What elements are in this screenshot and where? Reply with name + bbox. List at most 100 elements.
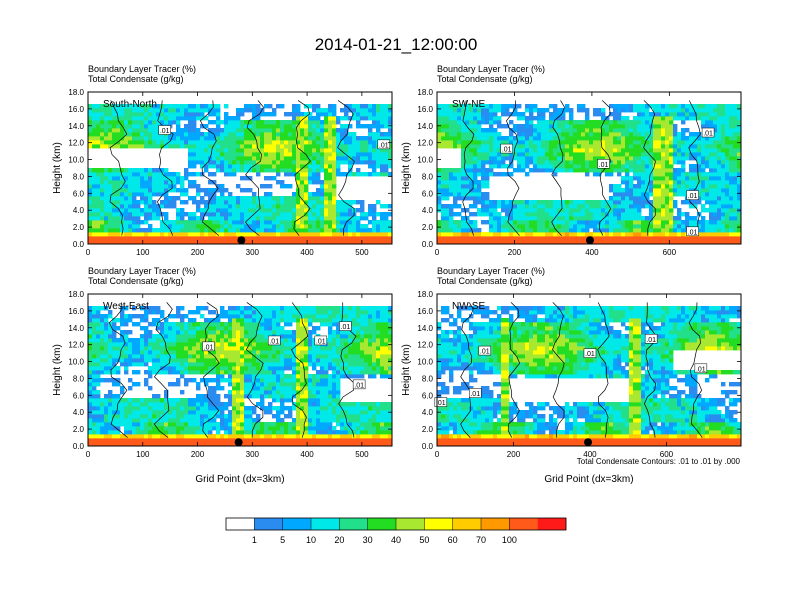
y-tick-label: 8.0 [73, 172, 85, 181]
field-cell [557, 144, 562, 149]
field-cell [280, 128, 285, 133]
field-cell [709, 240, 714, 245]
field-cell [220, 212, 225, 217]
field-cell [505, 200, 510, 205]
field-cell [453, 204, 458, 209]
field-cell [96, 322, 101, 327]
field-cell [637, 228, 642, 233]
field-cell [368, 208, 373, 213]
field-cell [128, 438, 133, 443]
field-cell [573, 236, 578, 241]
field-cell [549, 112, 554, 117]
field-cell [705, 200, 710, 205]
field-cell [617, 108, 622, 113]
field-cell [733, 116, 738, 121]
field-cell [721, 160, 726, 165]
field-cell [713, 164, 718, 169]
field-cell [689, 112, 694, 117]
field-cell [128, 314, 133, 319]
field-cell [537, 208, 542, 213]
field-cell [184, 116, 189, 121]
field-cell [248, 240, 253, 245]
field-cell [140, 442, 145, 447]
field-cell [156, 132, 161, 137]
field-cell [280, 216, 285, 221]
field-cell [441, 204, 446, 209]
field-cell [368, 112, 373, 117]
field-cell [633, 128, 638, 133]
field-cell [469, 180, 474, 185]
field-cell [621, 140, 626, 145]
field-cell [236, 212, 241, 217]
field-cell [525, 156, 530, 161]
field-cell [485, 184, 490, 189]
field-cell [661, 220, 666, 225]
field-cell [352, 236, 357, 241]
field-cell [128, 402, 133, 407]
field-cell [92, 108, 97, 113]
field-cell [561, 240, 566, 245]
field-cell [192, 128, 197, 133]
field-cell [585, 228, 590, 233]
field-cell [196, 132, 201, 137]
field-cell [196, 184, 201, 189]
tracer-field [88, 306, 393, 447]
field-cell [176, 208, 181, 213]
field-cell [180, 192, 185, 197]
field-cell [144, 338, 149, 343]
field-cell [697, 172, 702, 177]
field-cell [633, 164, 638, 169]
field-cell [164, 140, 169, 145]
field-cell [368, 204, 373, 209]
field-cell [300, 208, 305, 213]
field-cell [525, 208, 530, 213]
field-cell [565, 124, 570, 129]
field-cell [268, 152, 273, 157]
field-cell [300, 112, 305, 117]
field-cell [320, 216, 325, 221]
field-cell [573, 224, 578, 229]
field-cell [553, 212, 558, 217]
field-cell [292, 172, 297, 177]
field-cell [513, 200, 518, 205]
field-cell [569, 144, 574, 149]
field-cell [308, 236, 313, 241]
field-cell [601, 236, 606, 241]
field-cell [100, 398, 105, 403]
field-cell [172, 172, 177, 177]
field-cell [457, 144, 462, 149]
field-cell [108, 116, 113, 121]
field-cell [537, 240, 542, 245]
field-cell [481, 132, 486, 137]
field-cell [457, 136, 462, 141]
field-cell [437, 124, 442, 129]
field-cell [613, 216, 618, 221]
field-cell [445, 220, 450, 225]
field-cell [100, 104, 105, 109]
field-cell [256, 120, 261, 125]
field-cell [112, 346, 117, 351]
field-cell [537, 124, 542, 129]
field-cell [645, 216, 650, 221]
field-cell [380, 232, 385, 237]
field-cell [208, 140, 213, 145]
field-cell [108, 342, 113, 347]
field-cell [481, 176, 486, 181]
field-cell [372, 172, 377, 177]
field-cell [368, 144, 373, 149]
field-cell [308, 208, 313, 213]
field-cell [701, 232, 706, 237]
field-cell [188, 148, 193, 153]
field-cell [384, 148, 389, 153]
field-cell [232, 240, 237, 245]
field-cell [445, 188, 450, 193]
field-cell [493, 236, 498, 241]
field-cell [665, 168, 670, 173]
field-cell [477, 112, 482, 117]
field-cell [485, 180, 490, 185]
field-cell [152, 108, 157, 113]
field-cell [120, 342, 125, 347]
field-cell [717, 188, 722, 193]
field-cell [553, 164, 558, 169]
field-cell [709, 232, 714, 237]
